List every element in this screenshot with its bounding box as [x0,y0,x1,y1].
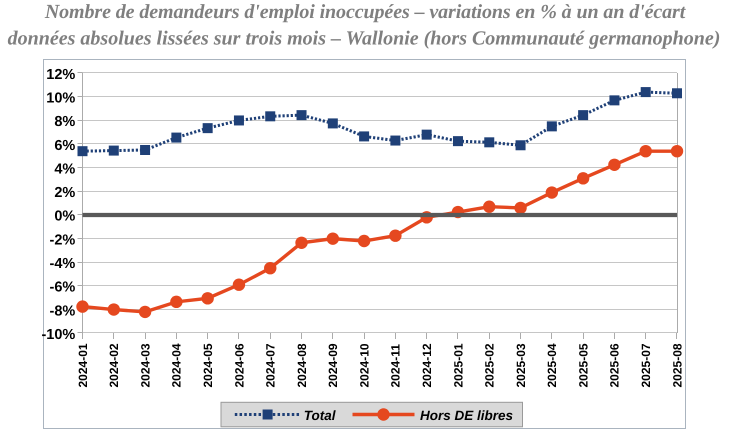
svg-text:10%: 10% [46,91,75,107]
svg-text:-2%: -2% [50,232,76,248]
svg-text:4%: 4% [54,161,75,177]
svg-text:2025-02: 2025-02 [483,343,497,387]
svg-text:Nombre de demandeurs d'emploi: Nombre de demandeurs d'emploi inoccupées… [44,1,687,23]
svg-text:2024-08: 2024-08 [295,343,309,387]
svg-text:2024-05: 2024-05 [201,343,215,387]
svg-text:2024-03: 2024-03 [138,343,152,387]
svg-text:Hors DE libres: Hors DE libres [420,408,514,423]
svg-text:données absolues lissées sur t: données absolues lissées sur trois mois … [8,28,721,50]
svg-text:2025-03: 2025-03 [514,343,528,387]
svg-text:2024-01: 2024-01 [76,343,90,387]
svg-text:-4%: -4% [50,256,76,272]
svg-text:2025-08: 2025-08 [670,343,684,387]
svg-text:2024-02: 2024-02 [107,343,121,387]
svg-text:-10%: -10% [41,327,75,343]
svg-text:2025-04: 2025-04 [545,343,559,387]
svg-text:12%: 12% [46,67,75,83]
svg-text:-6%: -6% [50,280,76,296]
svg-text:2024-06: 2024-06 [232,343,246,387]
svg-text:2%: 2% [54,185,75,201]
svg-text:2024-07: 2024-07 [264,343,278,387]
svg-text:2024-09: 2024-09 [326,343,340,387]
svg-text:6%: 6% [54,138,75,154]
svg-text:8%: 8% [54,114,75,130]
svg-text:2025-01: 2025-01 [451,343,465,387]
svg-text:2024-11: 2024-11 [389,344,403,388]
svg-text:2025-05: 2025-05 [576,343,590,387]
svg-text:2024-04: 2024-04 [170,343,184,387]
svg-text:-8%: -8% [50,303,76,319]
svg-text:2025-06: 2025-06 [608,343,622,387]
svg-text:2024-12: 2024-12 [420,343,434,387]
svg-text:Total: Total [304,408,336,423]
svg-text:0%: 0% [54,209,75,225]
svg-text:2025-07: 2025-07 [639,343,653,387]
svg-text:2024-10: 2024-10 [357,343,371,387]
